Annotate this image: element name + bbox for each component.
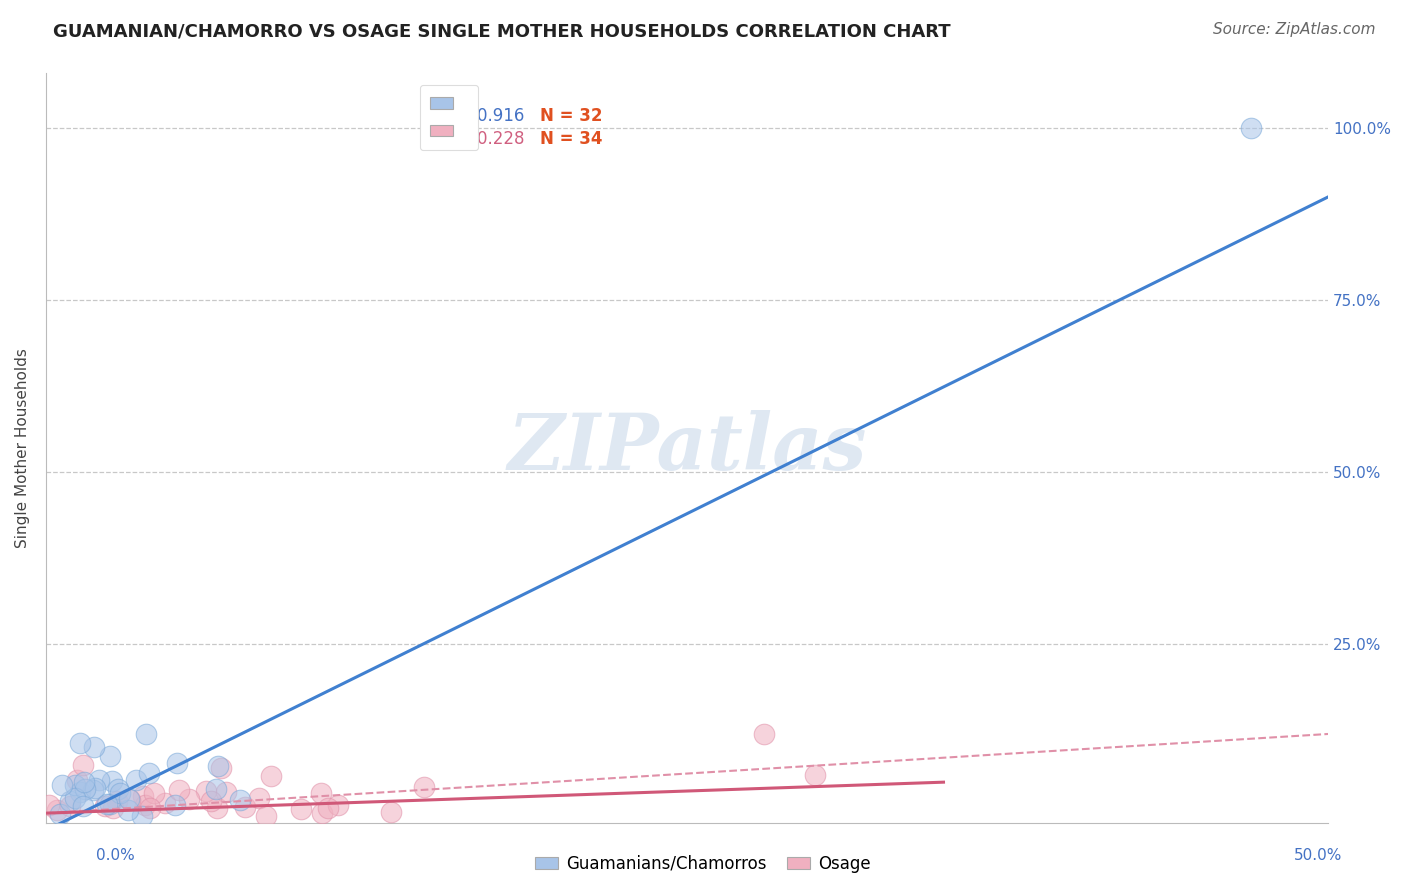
Point [233, 800, 256, 814]
Point [59, 794, 82, 808]
Point [98, 748, 121, 763]
Point [1240, 121, 1263, 136]
Point [125, 773, 148, 788]
Point [326, 797, 349, 812]
Point [101, 801, 124, 815]
Point [87, 773, 110, 788]
Point [179, 792, 201, 806]
Point [138, 765, 160, 780]
Point [46, 803, 69, 817]
Point [804, 768, 827, 782]
Point [131, 809, 153, 823]
Point [105, 794, 128, 808]
Point [63, 790, 86, 805]
Point [200, 794, 222, 808]
Point [260, 769, 283, 783]
Point [311, 805, 333, 820]
Text: N = 34: N = 34 [540, 130, 602, 148]
Point [58, 799, 80, 814]
Point [82, 783, 104, 797]
Point [75, 782, 97, 797]
Point [72, 757, 94, 772]
Point [94, 798, 117, 813]
Point [153, 797, 176, 811]
Point [117, 804, 139, 818]
Y-axis label: Single Mother Households: Single Mother Households [15, 348, 30, 549]
Point [118, 793, 141, 807]
Point [207, 759, 229, 773]
Point [69, 785, 91, 799]
Point [205, 801, 228, 815]
Point [166, 756, 188, 770]
Point [380, 805, 402, 820]
Point [254, 809, 277, 823]
Point [165, 797, 187, 812]
Point [72, 799, 94, 814]
Point [98, 797, 121, 811]
Text: R = 0.228: R = 0.228 [441, 130, 524, 148]
Point [83, 740, 105, 755]
Text: Source: ZipAtlas.com: Source: ZipAtlas.com [1212, 22, 1375, 37]
Point [167, 782, 190, 797]
Text: N = 32: N = 32 [540, 107, 602, 125]
Point [101, 774, 124, 789]
Point [316, 801, 339, 815]
Point [134, 798, 156, 813]
Text: 50.0%: 50.0% [1295, 848, 1343, 863]
Point [108, 786, 131, 800]
Point [66, 772, 89, 787]
Point [205, 782, 228, 797]
Point [209, 760, 232, 774]
Point [247, 790, 270, 805]
Point [51, 778, 73, 792]
Text: GUAMANIAN/CHAMORRO VS OSAGE SINGLE MOTHER HOUSEHOLDS CORRELATION CHART: GUAMANIAN/CHAMORRO VS OSAGE SINGLE MOTHE… [53, 22, 950, 40]
Point [290, 801, 312, 815]
Point [195, 783, 218, 797]
Point [229, 792, 252, 806]
Legend: Guamanians/Chamorros, Osage: Guamanians/Chamorros, Osage [529, 848, 877, 880]
Point [132, 789, 155, 803]
Point [139, 800, 162, 814]
Point [96, 797, 118, 812]
Point [142, 786, 165, 800]
Point [413, 780, 436, 794]
Text: ZIPatlas: ZIPatlas [508, 410, 866, 486]
Point [83, 780, 105, 795]
Point [215, 784, 238, 798]
Point [117, 791, 139, 805]
Point [73, 775, 96, 789]
Point [752, 727, 775, 741]
Legend:  ,  : , [420, 85, 478, 150]
Point [135, 727, 157, 741]
Point [69, 736, 91, 750]
Point [48, 807, 70, 822]
Text: R = 0.916: R = 0.916 [441, 107, 524, 125]
Point [107, 781, 129, 796]
Point [63, 778, 86, 792]
Point [38, 797, 60, 812]
Point [309, 786, 332, 800]
Text: 0.0%: 0.0% [96, 848, 135, 863]
